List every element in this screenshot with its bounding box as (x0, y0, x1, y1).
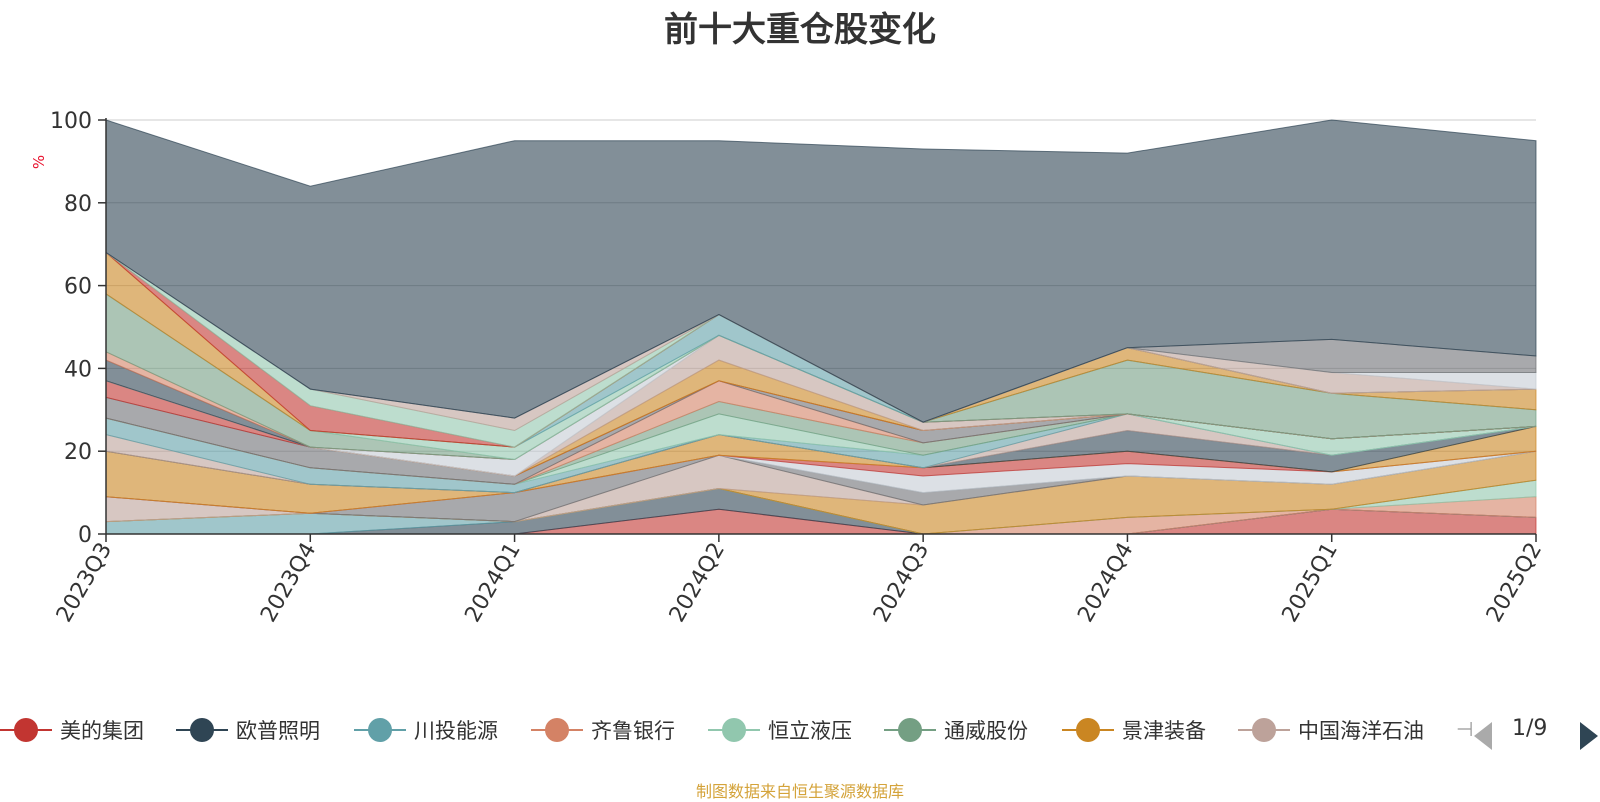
legend-item[interactable]: 通威股份 (884, 712, 1028, 748)
y-tick-label: 0 (78, 523, 92, 548)
legend-truncated-item: ⊣ (1456, 717, 1474, 741)
x-tick-label: 2024Q4 (1073, 539, 1138, 627)
legend-item[interactable]: 恒立液压 (708, 712, 852, 748)
y-tick-label: 100 (50, 109, 92, 134)
chart-area: 0 20 40 60 80 100 2023Q3 2023Q4 2024Q1 2024Q2 2024… (30, 109, 1547, 627)
legend-swatch-icon (708, 717, 760, 743)
x-tick-label: 2025Q2 (1482, 539, 1547, 627)
y-tick-label: 40 (64, 357, 92, 382)
legend-label: 恒立液压 (768, 719, 852, 743)
legend-label: 川投能源 (414, 719, 498, 743)
legend-item[interactable]: 欧普照明 (176, 712, 320, 748)
x-tick-label: 2024Q2 (665, 539, 730, 627)
legend-prev-page-icon[interactable] (1474, 722, 1492, 750)
x-tick-label: 2023Q3 (52, 539, 117, 627)
legend-swatch-icon (884, 717, 936, 743)
legend-label: 欧普照明 (236, 719, 320, 743)
y-tick-label: 60 (64, 275, 92, 300)
legend: 美的集团 欧普照明 川投能源 齐鲁银行 恒立液压 通威股份 景津装备 中国海洋石油 ⊣ 1/9 (0, 712, 1600, 750)
legend-item[interactable]: 中国海洋石油 (1238, 712, 1424, 748)
legend-swatch-icon (1062, 717, 1114, 743)
legend-item[interactable]: 美的集团 (0, 712, 144, 748)
chart-title: 前十大重仓股变化 (664, 10, 936, 50)
legend-swatch-icon (354, 717, 406, 743)
area-series-35 (105, 119, 1537, 423)
y-axis-label: % (30, 155, 48, 169)
x-tick-label: 2024Q3 (869, 539, 934, 627)
legend-label: 齐鲁银行 (591, 719, 675, 743)
legend-swatch-icon (176, 717, 228, 743)
legend-swatch-icon (531, 717, 583, 743)
legend-item[interactable]: 川投能源 (354, 712, 498, 748)
legend-item[interactable]: 齐鲁银行 (531, 712, 675, 748)
legend-page-indicator: 1/9 (1512, 716, 1548, 741)
legend-next-page-icon[interactable] (1580, 722, 1598, 750)
y-tick-label: 20 (64, 440, 92, 465)
x-tick-label: 2024Q1 (460, 539, 525, 627)
x-tick-label: 2023Q4 (256, 539, 321, 627)
legend-label: 景津装备 (1122, 719, 1206, 743)
stacked-areas (105, 119, 1537, 535)
legend-label: 中国海洋石油 (1298, 719, 1424, 743)
legend-label: 美的集团 (60, 719, 144, 743)
y-tick-label: 80 (64, 192, 92, 217)
legend-swatch-icon (0, 717, 52, 743)
legend-swatch-icon (1238, 717, 1290, 743)
legend-label: 通威股份 (944, 719, 1028, 743)
x-tick-label: 2025Q1 (1278, 539, 1343, 627)
data-source-note: 制图数据来自恒生聚源数据库 (695, 782, 904, 801)
legend-item[interactable]: 景津装备 (1062, 712, 1206, 748)
